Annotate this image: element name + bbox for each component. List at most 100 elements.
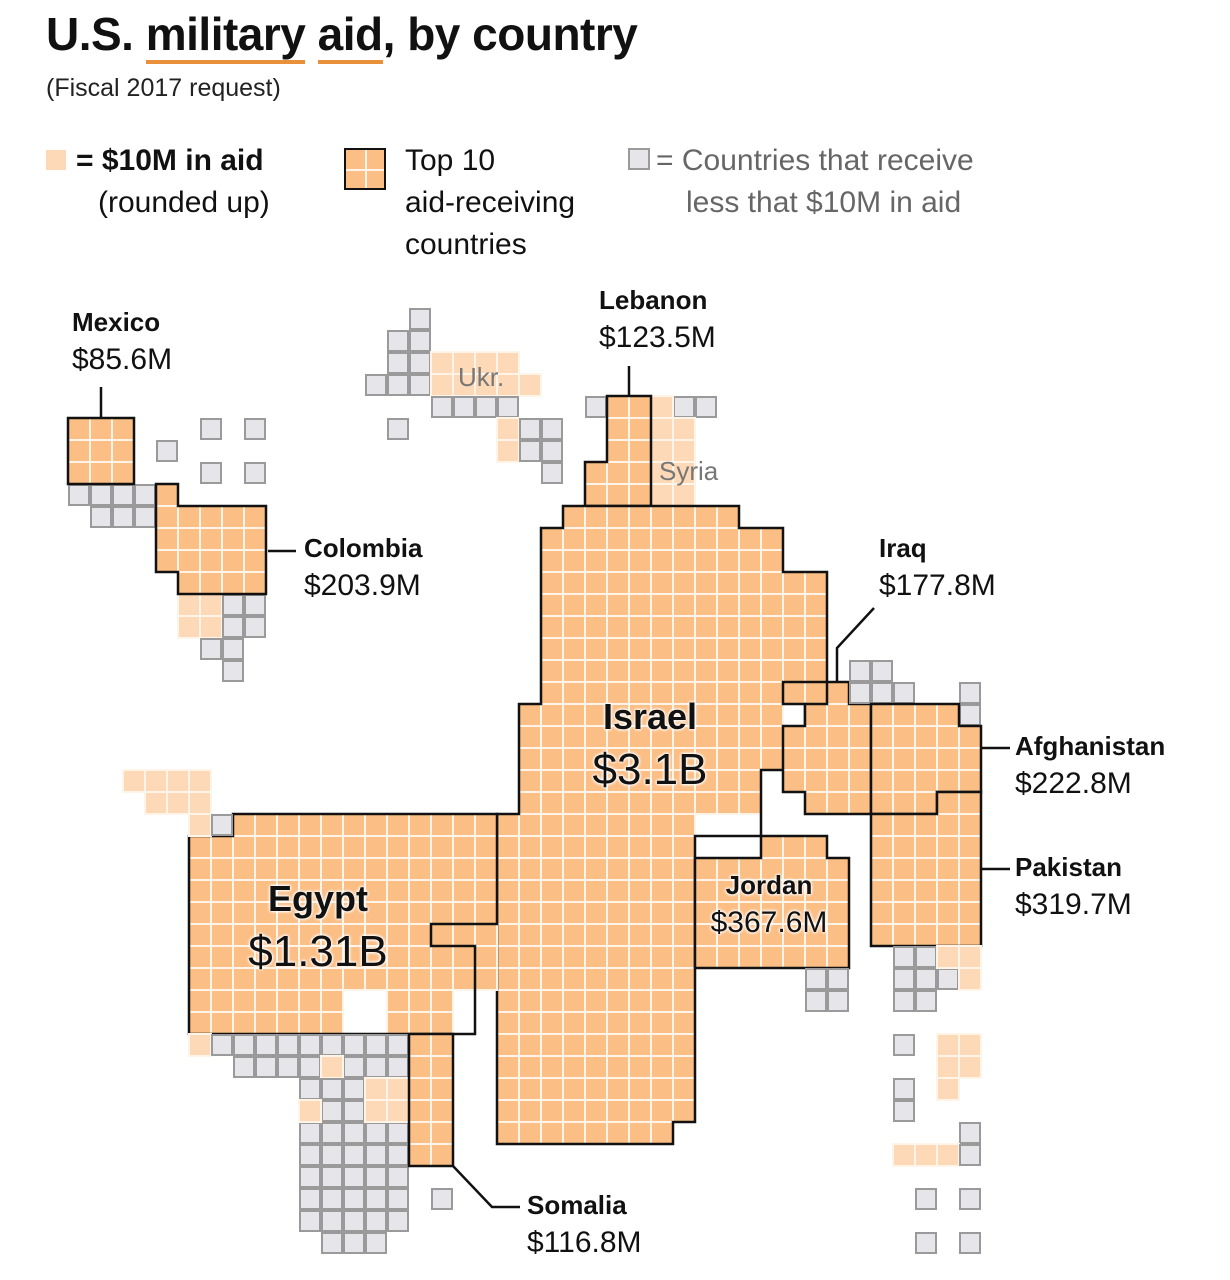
top10-aid-square xyxy=(430,879,454,903)
top10-aid-square xyxy=(606,571,630,595)
top10-aid-square xyxy=(870,923,894,947)
top10-aid-square xyxy=(188,945,212,969)
top10-aid-square xyxy=(474,945,498,969)
top10-aid-square xyxy=(320,1011,344,1035)
top10-aid-square xyxy=(672,1055,696,1079)
top10-aid-square xyxy=(782,945,806,969)
top10-aid-square xyxy=(650,549,674,573)
top10-aid-square xyxy=(606,505,630,529)
top10-aid-square xyxy=(694,571,718,595)
top10-aid-square xyxy=(452,835,476,859)
top10-aid-square xyxy=(562,967,586,991)
top10-aid-square xyxy=(210,989,234,1013)
top10-aid-square xyxy=(716,571,740,595)
top10-aid-square xyxy=(562,879,586,903)
top10-aid-square xyxy=(518,791,542,815)
top10-aid-square xyxy=(760,703,784,727)
label-iraq: Iraq $177.8M xyxy=(879,532,996,605)
small-aid-square xyxy=(673,396,695,418)
legend-small-swatch xyxy=(628,148,650,170)
top10-aid-square xyxy=(628,659,652,683)
top10-aid-square xyxy=(892,835,916,859)
top10-aid-square xyxy=(562,923,586,947)
top10-aid-square xyxy=(518,725,542,749)
aid-square xyxy=(364,1077,388,1101)
top10-aid-square xyxy=(870,813,894,837)
top10-aid-square xyxy=(716,593,740,617)
small-aid-square xyxy=(134,484,156,506)
legend-top10-line: aid-receiving xyxy=(405,186,576,219)
top10-aid-square xyxy=(738,527,762,551)
top10-aid-square xyxy=(848,703,872,727)
top10-aid-square xyxy=(540,901,564,925)
top10-aid-square xyxy=(540,1099,564,1123)
top10-aid-square xyxy=(199,527,223,551)
small-aid-square xyxy=(211,1034,233,1056)
top10-aid-square xyxy=(584,835,608,859)
small-aid-square xyxy=(321,1144,343,1166)
aid-square xyxy=(518,373,542,397)
top10-aid-square xyxy=(232,989,256,1013)
top10-aid-square xyxy=(562,857,586,881)
top10-aid-square xyxy=(782,659,806,683)
small-aid-square xyxy=(365,1122,387,1144)
top10-aid-square xyxy=(628,1011,652,1035)
small-aid-square xyxy=(365,1188,387,1210)
top10-aid-square xyxy=(892,813,916,837)
top10-aid-square xyxy=(870,747,894,771)
top10-aid-square xyxy=(562,593,586,617)
top10-aid-square xyxy=(672,945,696,969)
small-aid-square xyxy=(541,418,563,440)
top10-aid-square xyxy=(430,813,454,837)
aid-square xyxy=(188,791,212,815)
top10-aid-square xyxy=(540,879,564,903)
top10-aid-square xyxy=(672,637,696,661)
top10-aid-square xyxy=(650,1033,674,1057)
top10-aid-square xyxy=(177,571,201,595)
small-aid-square xyxy=(200,638,222,660)
top10-aid-square xyxy=(738,571,762,595)
top10-aid-square xyxy=(848,747,872,771)
top10-aid-square xyxy=(804,659,828,683)
small-aid-square xyxy=(277,1056,299,1078)
aid-square xyxy=(936,1143,960,1167)
top10-aid-square xyxy=(540,1011,564,1035)
small-aid-square xyxy=(915,968,937,990)
top10-aid-square xyxy=(386,813,410,837)
top10-aid-square xyxy=(694,593,718,617)
top10-aid-square xyxy=(408,835,432,859)
top10-aid-square xyxy=(782,593,806,617)
top10-aid-square xyxy=(738,747,762,771)
top10-aid-square xyxy=(672,549,696,573)
small-aid-square xyxy=(519,418,541,440)
top10-aid-square xyxy=(606,527,630,551)
top10-aid-square xyxy=(408,945,432,969)
top10-aid-square xyxy=(672,1011,696,1035)
top10-aid-square xyxy=(650,813,674,837)
top10-aid-square xyxy=(870,857,894,881)
small-aid-square xyxy=(893,1034,915,1056)
top10-aid-square xyxy=(496,1077,520,1101)
top10-aid-square xyxy=(958,879,982,903)
top10-aid-square xyxy=(650,1077,674,1101)
top10-aid-square xyxy=(672,571,696,595)
top10-aid-square xyxy=(221,549,245,573)
top10-aid-square xyxy=(584,549,608,573)
top10-aid-square xyxy=(606,1033,630,1057)
small-aid-square xyxy=(299,1188,321,1210)
legend-small-line: less that $10M in aid xyxy=(686,186,962,219)
top10-aid-square xyxy=(562,659,586,683)
aid-square xyxy=(958,1033,982,1057)
top10-aid-square xyxy=(452,879,476,903)
top10-aid-square xyxy=(298,835,322,859)
country-value: $177.8M xyxy=(879,568,996,602)
top10-aid-square xyxy=(496,1055,520,1079)
top10-aid-square xyxy=(870,835,894,859)
small-aid-square xyxy=(827,990,849,1012)
top10-aid-square xyxy=(496,879,520,903)
top10-aid-square xyxy=(562,637,586,661)
small-aid-square xyxy=(277,1034,299,1056)
top10-aid-square xyxy=(430,1011,454,1035)
small-aid-square xyxy=(453,396,475,418)
top10-aid-square xyxy=(584,923,608,947)
